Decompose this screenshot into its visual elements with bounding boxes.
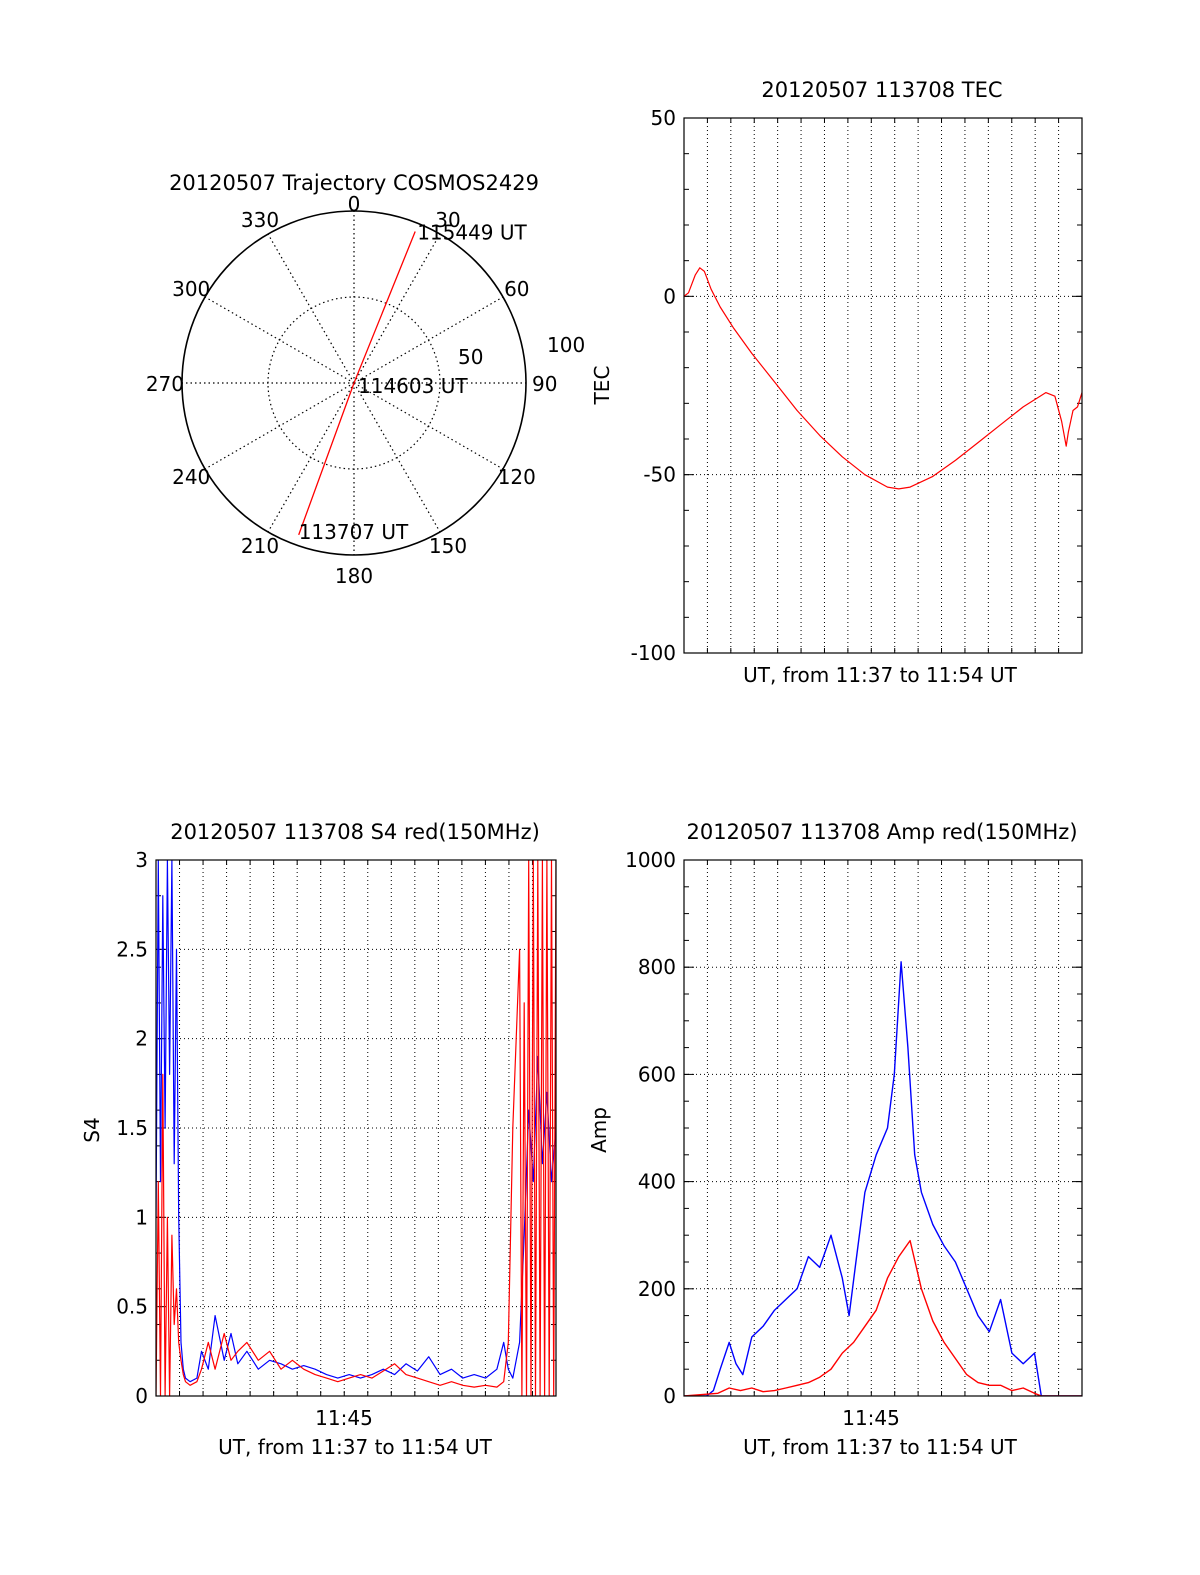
y-tick-label: 2 (135, 1027, 148, 1051)
y-tick-label: 1000 (625, 848, 676, 872)
tec-xlabel: UT, from 11:37 to 11:54 UT (743, 663, 1018, 687)
tec-chart: 20120507 113708 TEC UT, from 11:37 to 11… (590, 78, 1083, 687)
y-tick-label: 0.5 (116, 1295, 148, 1319)
x-tick-label: 11:45 (842, 1406, 900, 1430)
amp-ylabel: Amp (587, 1107, 611, 1153)
plot-frame (683, 117, 1083, 654)
polar-azimuth-label: 60 (504, 277, 529, 301)
y-tick-label: 50 (651, 106, 676, 130)
y-tick-label: 800 (638, 955, 676, 979)
plot-frame (683, 859, 1083, 1397)
y-tick-label: 600 (638, 1062, 676, 1086)
polar-azimuth-label: 120 (498, 465, 536, 489)
polar-ring-inner (267, 296, 441, 470)
y-tick-label: -50 (643, 463, 676, 487)
polar-radius-label: 100 (547, 333, 585, 357)
y-tick-label: 3 (135, 848, 148, 872)
polar-azimuth-label: 330 (241, 208, 279, 232)
polar-title: 20120507 Trajectory COSMOS2429 (169, 171, 539, 195)
y-tick-label: 0 (663, 1384, 676, 1408)
polar-azimuth-label: 210 (241, 534, 279, 558)
s4-title: 20120507 113708 S4 red(150MHz) (170, 820, 540, 844)
series-line-red (156, 860, 556, 1396)
s4-chart: 20120507 113708 S4 red(150MHz) UT, from … (80, 820, 557, 1459)
polar-azimuth-label: 90 (532, 372, 557, 396)
trajectory-start-label: 113707 UT (299, 520, 409, 544)
polar-spoke (353, 382, 441, 533)
polar-spoke (204, 382, 355, 470)
series-line-red (684, 1239, 1082, 1396)
y-tick-label: 2.5 (116, 937, 148, 961)
polar-spoke (267, 382, 355, 533)
amp-chart: 20120507 113708 Amp red(150MHz) UT, from… (587, 820, 1083, 1459)
s4-ylabel: S4 (80, 1117, 104, 1142)
trajectory-line (298, 231, 416, 536)
y-tick-label: 1.5 (116, 1116, 148, 1140)
y-tick-label: 1 (135, 1205, 148, 1229)
amp-title: 20120507 113708 Amp red(150MHz) (686, 820, 1077, 844)
polar-spoke (267, 233, 355, 384)
polar-radius-label: 50 (458, 345, 483, 369)
polar-azimuth-label: 180 (335, 564, 373, 588)
polar-spoke (353, 296, 504, 384)
y-tick-label: 400 (638, 1170, 676, 1194)
polar-azimuth-label: 150 (429, 534, 467, 558)
y-tick-label: 200 (638, 1277, 676, 1301)
polar-spoke (204, 296, 355, 384)
polar-spoke (353, 233, 441, 384)
tec-title: 20120507 113708 TEC (761, 78, 1002, 102)
plot-frame (155, 859, 557, 1397)
trajectory-end-label: 115449 UT (417, 221, 527, 245)
trajectory-mid-label: 114603 UT (358, 374, 468, 398)
polar-azimuth-label: 240 (172, 465, 210, 489)
polar-ring-outer (181, 210, 527, 556)
polar-trajectory-chart: 20120507 Trajectory COSMOS2429 0 30 60 90 12… (146, 171, 585, 588)
y-tick-label: 0 (135, 1384, 148, 1408)
series-line-blue (156, 860, 556, 1383)
y-tick-label: 0 (663, 284, 676, 308)
x-tick-label: 11:45 (315, 1406, 373, 1430)
s4-xlabel: UT, from 11:37 to 11:54 UT (218, 1435, 493, 1459)
series-line-red (684, 267, 1082, 490)
amp-xlabel: UT, from 11:37 to 11:54 UT (743, 1435, 1018, 1459)
polar-azimuth-label: 270 (146, 372, 184, 396)
tec-ylabel: TEC (590, 366, 614, 406)
polar-azimuth-label: 30 (435, 208, 460, 232)
series-line-blue (684, 961, 1082, 1396)
polar-azimuth-label: 0 (348, 192, 361, 216)
y-tick-label: -100 (631, 641, 676, 665)
polar-azimuth-label: 300 (172, 277, 210, 301)
